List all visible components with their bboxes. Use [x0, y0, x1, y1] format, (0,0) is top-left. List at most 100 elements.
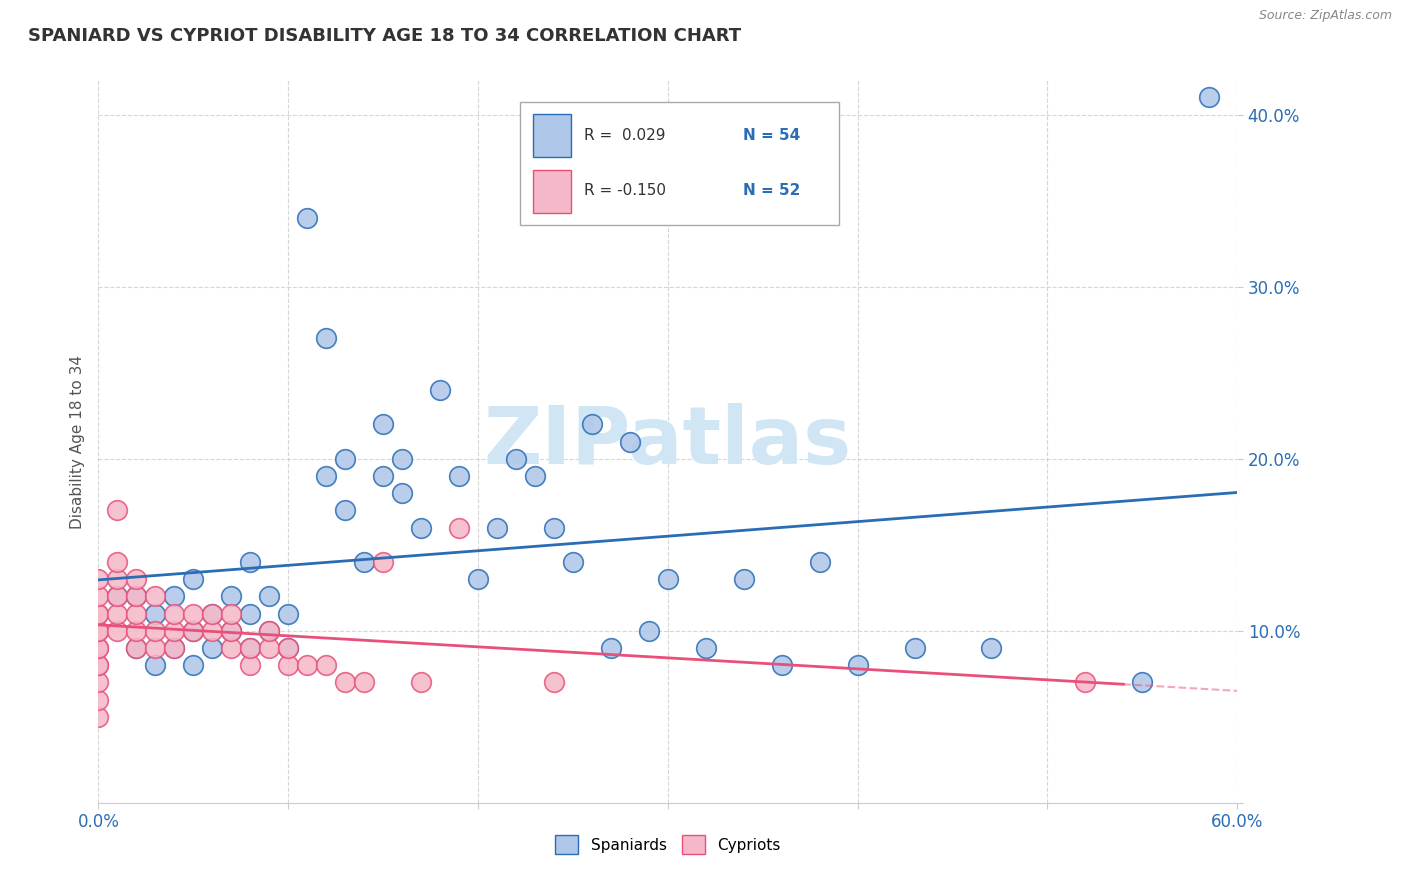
Spaniards	[201, 607, 224, 621]
Spaniards	[335, 451, 357, 466]
Spaniards	[239, 607, 262, 621]
Spaniards	[1198, 90, 1220, 104]
Spaniards	[733, 572, 755, 586]
Cypriots	[145, 590, 167, 604]
Cypriots	[163, 624, 186, 638]
Text: SPANIARD VS CYPRIOT DISABILITY AGE 18 TO 34 CORRELATION CHART: SPANIARD VS CYPRIOT DISABILITY AGE 18 TO…	[28, 27, 741, 45]
Cypriots	[183, 607, 205, 621]
Spaniards	[808, 555, 831, 569]
Cypriots	[449, 520, 471, 534]
Cypriots	[145, 624, 167, 638]
Cypriots	[125, 572, 148, 586]
Cypriots	[87, 624, 110, 638]
Cypriots	[87, 675, 110, 690]
Cypriots	[315, 658, 337, 673]
Spaniards	[297, 211, 319, 225]
Cypriots	[107, 624, 129, 638]
Cypriots	[543, 675, 565, 690]
Cypriots	[87, 640, 110, 655]
Spaniards	[125, 640, 148, 655]
Spaniards	[657, 572, 679, 586]
Cypriots	[125, 624, 148, 638]
Cypriots	[107, 555, 129, 569]
Spaniards	[277, 607, 299, 621]
Spaniards	[638, 624, 661, 638]
Spaniards	[183, 572, 205, 586]
Cypriots	[411, 675, 433, 690]
Spaniards	[543, 520, 565, 534]
Cypriots	[87, 658, 110, 673]
Spaniards	[904, 640, 927, 655]
Cypriots	[259, 640, 281, 655]
Spaniards	[315, 331, 337, 345]
Spaniards	[201, 640, 224, 655]
Cypriots	[163, 640, 186, 655]
Spaniards	[183, 624, 205, 638]
Cypriots	[277, 640, 299, 655]
Cypriots	[87, 624, 110, 638]
Cypriots	[201, 607, 224, 621]
Cypriots	[221, 624, 243, 638]
Spaniards	[1132, 675, 1154, 690]
Cypriots	[259, 624, 281, 638]
Spaniards	[371, 417, 394, 432]
Cypriots	[163, 607, 186, 621]
Cypriots	[107, 607, 129, 621]
Spaniards	[145, 658, 167, 673]
Spaniards	[145, 607, 167, 621]
Cypriots	[201, 624, 224, 638]
Cypriots	[221, 607, 243, 621]
Spaniards	[371, 469, 394, 483]
Cypriots	[87, 607, 110, 621]
Spaniards	[391, 486, 413, 500]
Spaniards	[467, 572, 489, 586]
Cypriots	[239, 640, 262, 655]
Cypriots	[87, 572, 110, 586]
Spaniards	[429, 383, 451, 397]
Spaniards	[163, 590, 186, 604]
Spaniards	[239, 640, 262, 655]
Spaniards	[107, 590, 129, 604]
Cypriots	[107, 572, 129, 586]
Cypriots	[87, 590, 110, 604]
Cypriots	[125, 640, 148, 655]
Spaniards	[411, 520, 433, 534]
Cypriots	[107, 590, 129, 604]
Spaniards	[562, 555, 585, 569]
Cypriots	[145, 640, 167, 655]
Spaniards	[979, 640, 1001, 655]
Y-axis label: Disability Age 18 to 34: Disability Age 18 to 34	[69, 354, 84, 529]
Cypriots	[107, 503, 129, 517]
Cypriots	[297, 658, 319, 673]
Cypriots	[335, 675, 357, 690]
Spaniards	[315, 469, 337, 483]
Spaniards	[221, 624, 243, 638]
Spaniards	[277, 640, 299, 655]
Cypriots	[87, 640, 110, 655]
Spaniards	[846, 658, 869, 673]
Spaniards	[125, 590, 148, 604]
Spaniards	[183, 658, 205, 673]
Spaniards	[695, 640, 717, 655]
Cypriots	[87, 692, 110, 706]
Spaniards	[486, 520, 509, 534]
Text: Source: ZipAtlas.com: Source: ZipAtlas.com	[1258, 9, 1392, 22]
Spaniards	[239, 555, 262, 569]
Spaniards	[259, 590, 281, 604]
Spaniards	[524, 469, 547, 483]
Cypriots	[87, 710, 110, 724]
Cypriots	[371, 555, 394, 569]
Cypriots	[183, 624, 205, 638]
Spaniards	[335, 503, 357, 517]
Cypriots	[1074, 675, 1097, 690]
Cypriots	[87, 607, 110, 621]
Spaniards	[581, 417, 603, 432]
Spaniards	[449, 469, 471, 483]
Cypriots	[239, 658, 262, 673]
Spaniards	[391, 451, 413, 466]
Cypriots	[125, 590, 148, 604]
Cypriots	[125, 607, 148, 621]
Cypriots	[87, 658, 110, 673]
Spaniards	[259, 624, 281, 638]
Legend: Spaniards, Cypriots: Spaniards, Cypriots	[550, 830, 786, 860]
